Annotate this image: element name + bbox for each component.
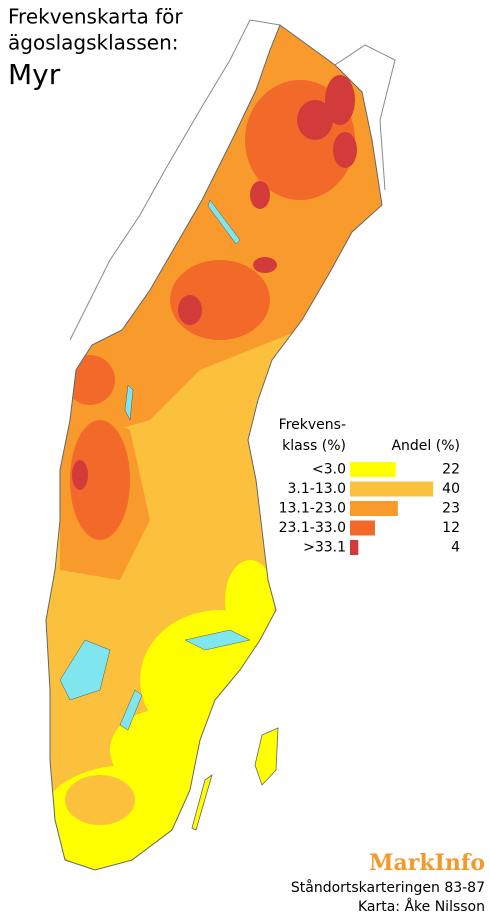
brand: MarkInfo <box>369 850 485 876</box>
class-label: <3.0 <box>312 462 346 478</box>
share-bar <box>350 540 359 555</box>
title-line: ägoslagsklassen: <box>8 31 179 55</box>
coastline <box>45 24 383 871</box>
share-bar <box>350 501 398 516</box>
border-line <box>69 19 281 341</box>
class-label: 23.1-33.0 <box>279 520 346 536</box>
source: Ståndortskarteringen 83-87 <box>291 879 485 896</box>
share-value: 22 <box>442 462 460 478</box>
legend-header: klass (%) <box>282 438 346 454</box>
share-value: 12 <box>442 520 460 536</box>
class-label: >33.1 <box>303 540 346 556</box>
oland <box>191 774 213 831</box>
author: Karta: Åke Nilsson <box>358 898 485 915</box>
gotland <box>254 727 279 786</box>
share-bar <box>350 462 396 477</box>
legend-header: Andel (%) <box>391 438 460 454</box>
share-value: 40 <box>442 481 460 497</box>
legend-header: Frekvens- <box>279 417 346 433</box>
class-label: 3.1-13.0 <box>288 481 347 497</box>
legend: Frekvens- klass (%) Andel (%) <3.0 22 3.1-… <box>279 417 460 556</box>
share-value: 4 <box>451 540 460 556</box>
share-value: 23 <box>442 501 460 517</box>
title-line: Frekvenskarta för <box>8 5 183 29</box>
border-line <box>334 44 396 191</box>
share-bar <box>350 481 434 497</box>
subject: Myr <box>8 58 61 91</box>
class-label: 13.1-23.0 <box>279 501 346 517</box>
share-bar <box>350 520 375 536</box>
